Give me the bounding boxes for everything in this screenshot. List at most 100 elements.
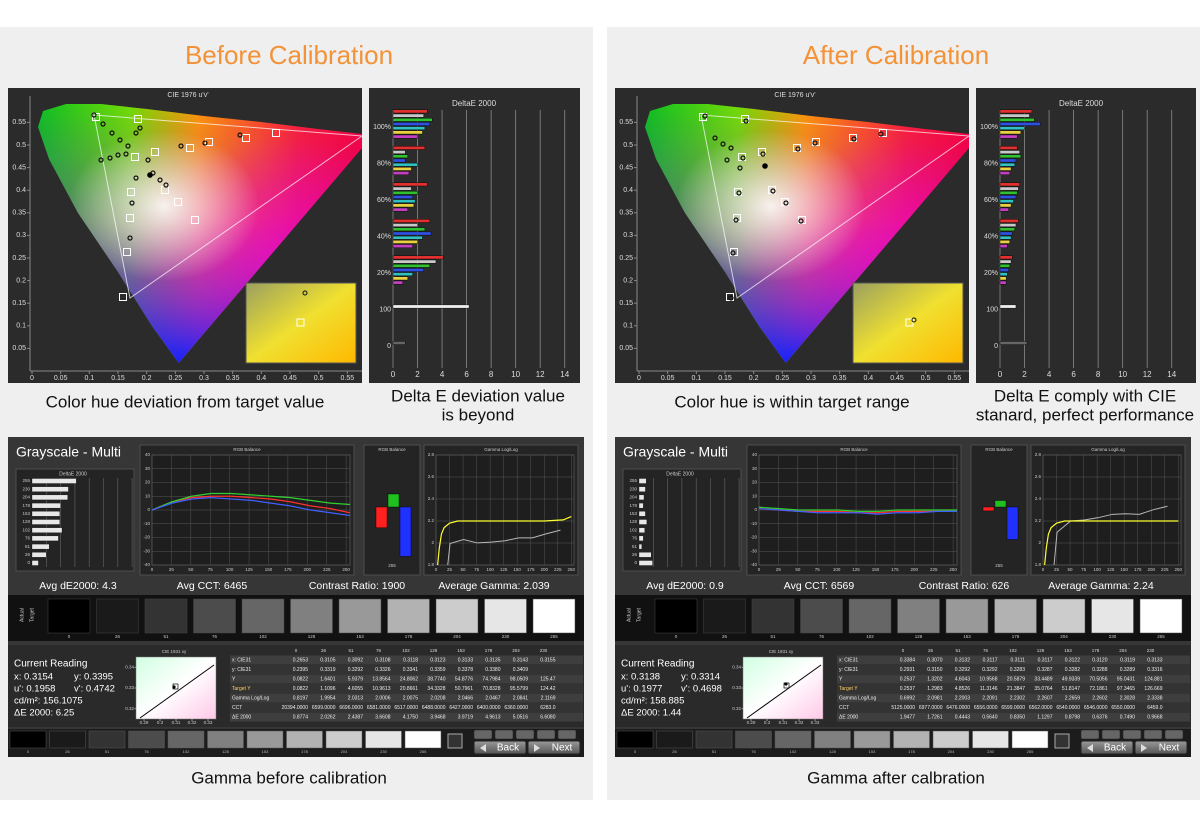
mini-swatch xyxy=(695,730,733,749)
table-cell: 6599.0000 xyxy=(1001,705,1025,711)
panel-title: After Calibration xyxy=(803,40,989,70)
swatch xyxy=(241,598,285,634)
reading-line: ΔE 2000: 1.44 xyxy=(621,708,681,719)
nav-button[interactable] xyxy=(473,740,527,755)
mini-swatch-label: 255 xyxy=(420,749,427,754)
table-cell: 0.3122 xyxy=(1065,657,1081,663)
inset xyxy=(245,282,357,364)
deltae-bar xyxy=(392,235,423,240)
y-tick-label: 0.05 xyxy=(619,345,633,352)
inset-target xyxy=(296,318,305,327)
x-tick-label: 25 xyxy=(447,567,453,572)
y-tick-label: 0.45 xyxy=(12,164,26,171)
nav-arrow xyxy=(1141,744,1147,752)
current-marker xyxy=(762,163,768,169)
y-tick-label: 20 xyxy=(752,480,758,485)
x-tick-label: 0.55 xyxy=(948,375,962,382)
table-cell: 33.4489 xyxy=(1034,676,1052,682)
table-cell: 0.6376 xyxy=(1092,714,1108,720)
cie-chart: CIE 1976 u'v' 0 0.05 0.1 0.15 0.2 0.25 0.3 0.35 0… xyxy=(8,88,364,383)
table-label: ΔE 2000 xyxy=(839,714,858,720)
table-cell: 50.7961 xyxy=(455,686,473,692)
chart-title: DeltaE 2000 xyxy=(666,471,694,477)
chart-title: CIE 1931 xy xyxy=(769,649,794,654)
measured-marker xyxy=(202,140,208,146)
gamma-caption: Gamma before calibration xyxy=(191,768,387,787)
deltae-bar xyxy=(31,502,61,509)
lines xyxy=(437,516,572,565)
nav-button-label[interactable]: Next xyxy=(552,743,573,754)
x-tick-label: 0.29 xyxy=(747,720,756,725)
table-row xyxy=(230,712,583,722)
table-cell: 0.8350 xyxy=(1010,714,1026,720)
swatch-label: 102 xyxy=(866,634,874,639)
y-tick-label: 2.6 xyxy=(428,474,435,479)
swatch xyxy=(290,598,333,634)
x-tick-label: 0.2 xyxy=(749,375,759,382)
group-label: 100% xyxy=(373,124,391,131)
x-tick-label: 0.25 xyxy=(169,375,183,382)
deltae-bar xyxy=(999,203,1012,208)
table-cell: 4.1750 xyxy=(403,714,419,720)
nav-button-label[interactable]: Next xyxy=(1159,743,1180,754)
deltae-bar xyxy=(392,259,437,264)
table-label: CCT xyxy=(232,705,242,711)
x-tick-label: 150 xyxy=(265,567,273,572)
measured-marker xyxy=(91,112,97,118)
y-tick-label: 2 xyxy=(431,540,434,545)
y-tick-label: 0.4 xyxy=(623,187,633,194)
x-tick-label: 4 xyxy=(440,370,445,379)
chart-frame xyxy=(363,444,421,576)
measured-marker xyxy=(163,182,169,188)
x-tick-label: 175 xyxy=(891,567,899,572)
x-tick-label: 14 xyxy=(560,370,569,379)
swatch-label: 0 xyxy=(68,634,71,639)
table-cell: 0.3283 xyxy=(1010,667,1026,673)
deltae-caption: Delta E comply with CIE xyxy=(994,386,1176,405)
row-label: Target xyxy=(636,607,642,622)
table-row xyxy=(837,665,1190,674)
measured-marker xyxy=(736,190,742,196)
table-cell: 6540.0000 xyxy=(1056,705,1080,711)
table-cell: 0.3155 xyxy=(540,657,556,663)
table-cell: 2.0262 xyxy=(320,714,336,720)
deltae-bar xyxy=(999,255,1013,260)
mini-swatch xyxy=(325,730,363,749)
table-cell: 4.9613 xyxy=(485,714,501,720)
table-cell: 35.0764 xyxy=(1034,686,1052,692)
deltae-bar xyxy=(392,190,418,195)
reading-line: y: 0.3395 xyxy=(74,672,113,683)
mini-swatch-label: 76 xyxy=(751,749,756,754)
table-cell: 0.8197 xyxy=(293,695,309,701)
table-row xyxy=(230,693,583,703)
nav-button[interactable] xyxy=(1080,740,1134,755)
nav-button-label[interactable]: Back xyxy=(497,743,520,754)
tool-icon xyxy=(1122,729,1142,740)
nav-button-label[interactable]: Back xyxy=(1104,743,1127,754)
y-tick-label: 0.32 xyxy=(732,706,741,711)
y-tick-label: -30 xyxy=(143,548,150,553)
table-cell: 0.3119 xyxy=(1120,657,1135,663)
mini-swatch-label: 26 xyxy=(65,749,70,754)
y-tick-label: 0 xyxy=(147,507,150,512)
row-label: 178 xyxy=(22,503,30,508)
row-label: 102 xyxy=(629,527,637,532)
group-label: 100 xyxy=(986,306,998,313)
x-tick-label: 0.15 xyxy=(111,375,125,382)
deltae-bar xyxy=(392,122,430,126)
table-cell: 2.4387 xyxy=(348,714,364,720)
swatch-label: 76 xyxy=(819,634,825,639)
deltae-bar xyxy=(392,167,412,171)
nav-button[interactable] xyxy=(527,740,581,755)
deltae-bar xyxy=(392,186,412,191)
mini-swatch-label: 51 xyxy=(105,749,110,754)
x-tick-label: 0 xyxy=(1042,567,1045,572)
screen-title: Grayscale - Multi xyxy=(16,444,121,460)
nav-button[interactable] xyxy=(1134,740,1188,755)
y-tick-label: -40 xyxy=(143,562,150,567)
table-cell: 98.0509 xyxy=(510,676,528,682)
y-tick-label: 1.8 xyxy=(428,562,435,567)
row-label: 128 xyxy=(22,519,30,524)
table-cell: 6977.0000 xyxy=(919,705,943,711)
